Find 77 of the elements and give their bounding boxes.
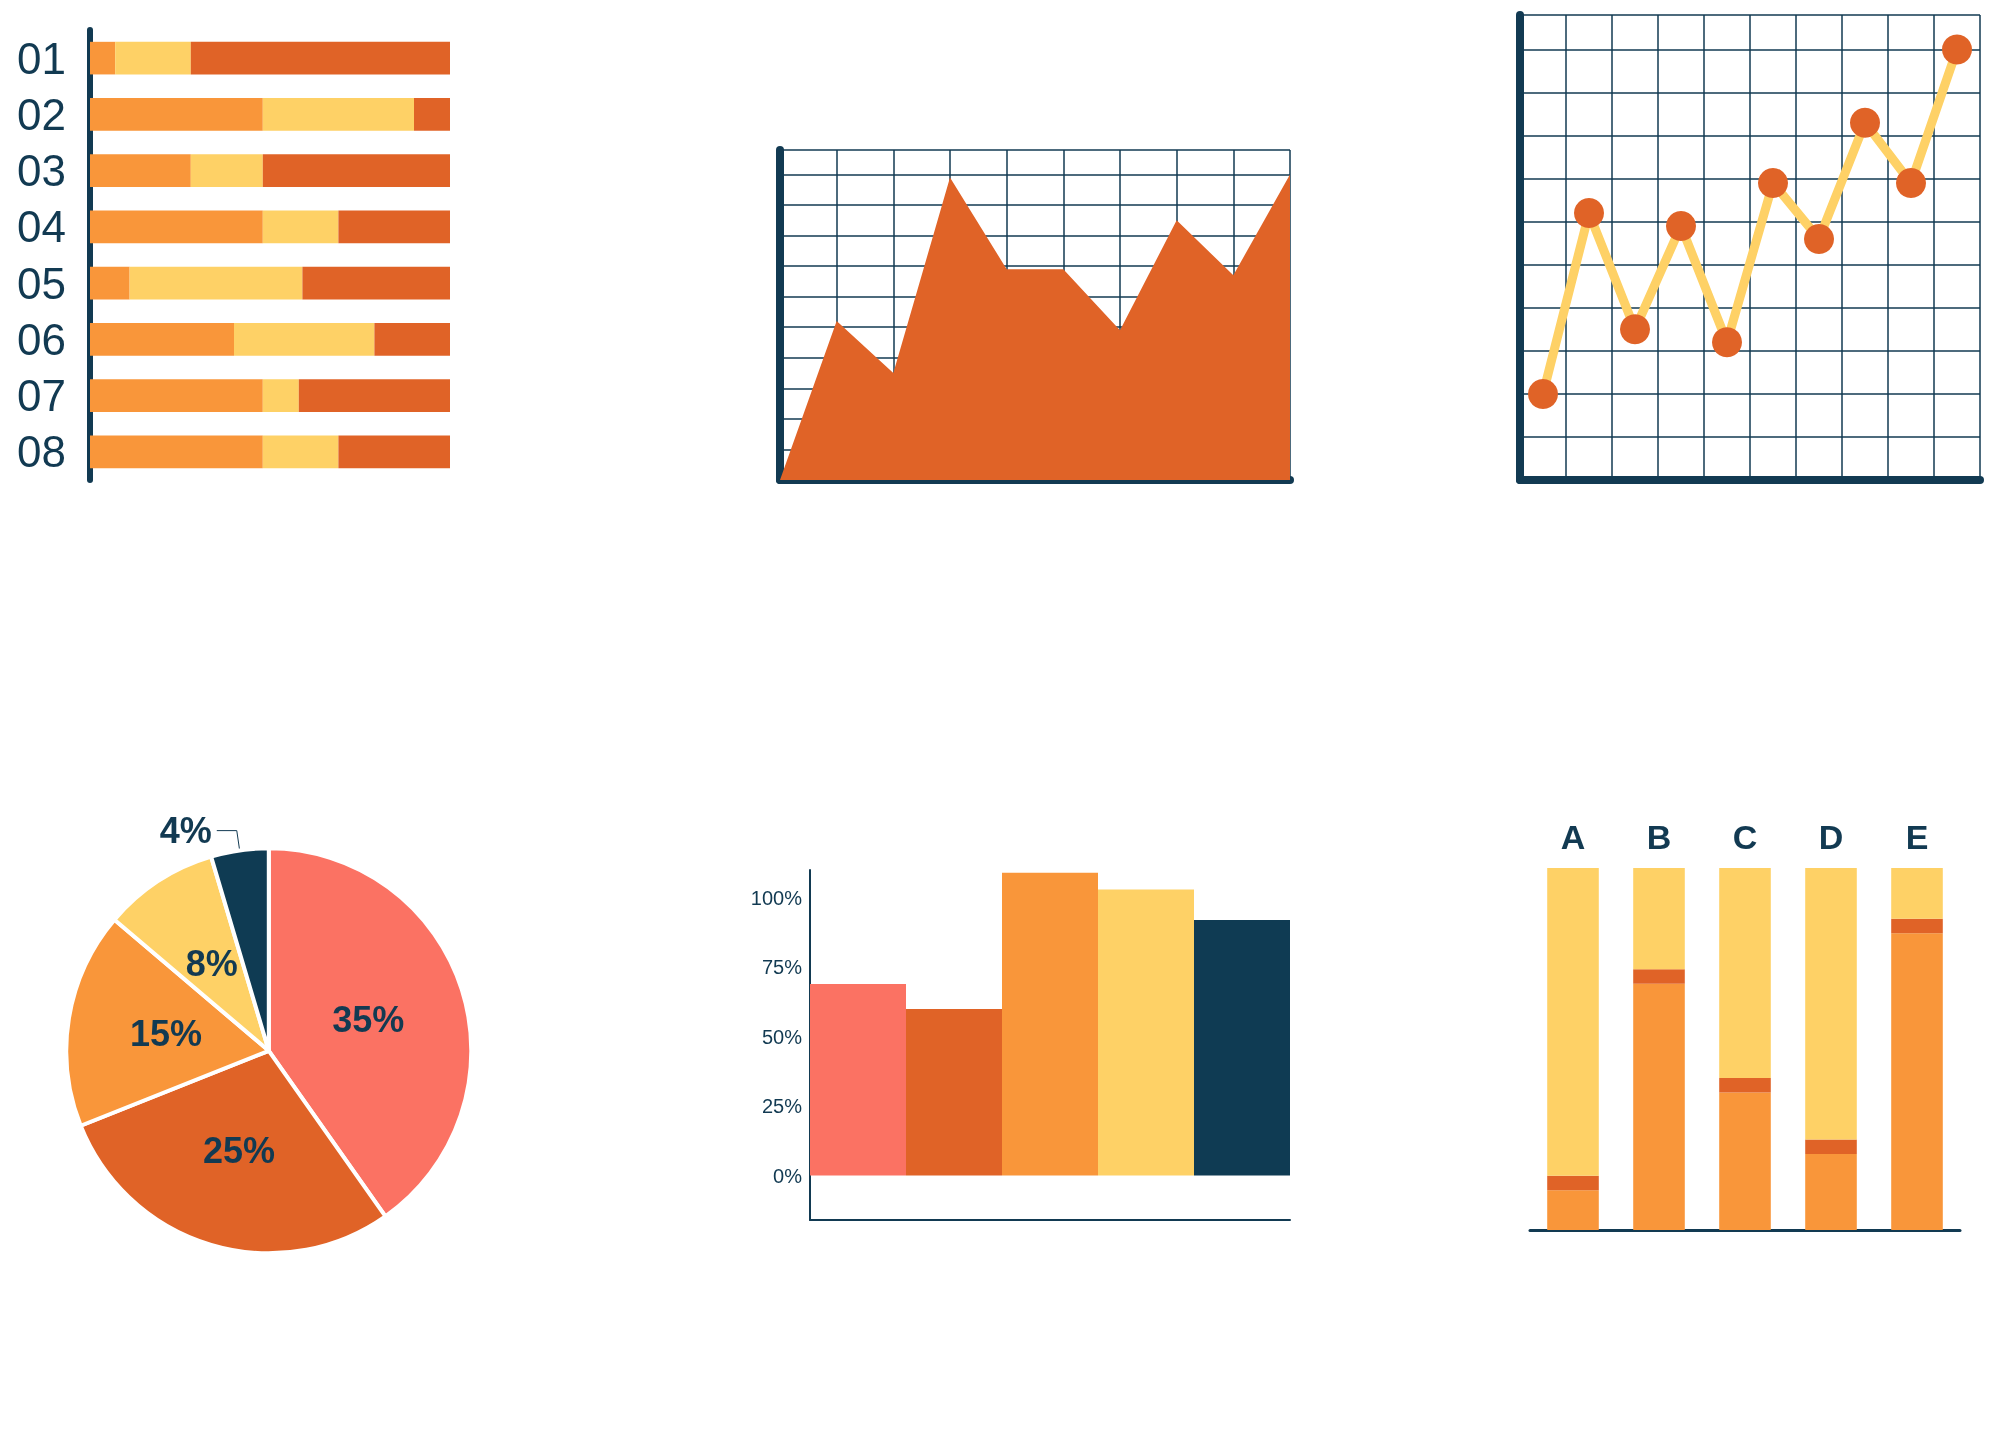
data-label: 15% xyxy=(129,1013,202,1055)
bar xyxy=(906,1008,1002,1176)
bar xyxy=(90,379,263,412)
bar xyxy=(1805,868,1857,1140)
bar xyxy=(90,266,130,300)
bar xyxy=(1805,1139,1857,1154)
bar xyxy=(1891,933,1943,1230)
bar xyxy=(1891,868,1943,919)
point xyxy=(1666,210,1696,241)
y-tick-label: 06 xyxy=(17,314,66,364)
point xyxy=(1850,107,1880,138)
x-tick-label: C xyxy=(1732,818,1758,856)
bar xyxy=(1805,1153,1857,1230)
y-tick-label: 01 xyxy=(17,33,66,83)
point xyxy=(1620,314,1650,345)
bar xyxy=(190,154,263,187)
bar xyxy=(115,41,191,75)
y-tick-label: 0% xyxy=(773,1164,803,1187)
bar xyxy=(414,98,450,131)
y-tick-label: 04 xyxy=(17,202,66,252)
bar xyxy=(302,266,450,300)
y-tick-label: 50% xyxy=(761,1025,803,1048)
bar xyxy=(234,323,375,356)
data-label: 35% xyxy=(332,998,405,1040)
bar xyxy=(1547,1190,1599,1230)
point xyxy=(1528,378,1558,409)
point xyxy=(1942,34,1972,65)
bar xyxy=(129,266,303,300)
point xyxy=(1804,223,1834,254)
bar xyxy=(90,98,263,131)
point xyxy=(1712,327,1742,358)
bar xyxy=(262,98,414,131)
y-tick-label: 25% xyxy=(761,1095,803,1118)
bar xyxy=(1633,868,1685,970)
y-tick-label: 05 xyxy=(17,258,66,308)
bar xyxy=(90,210,263,244)
bar xyxy=(1633,969,1685,984)
bar xyxy=(262,154,450,187)
x-tick-label: A xyxy=(1560,818,1586,856)
bar xyxy=(90,323,234,356)
bar xyxy=(1633,983,1685,1230)
bar xyxy=(90,435,263,469)
point xyxy=(1574,198,1604,229)
bar xyxy=(374,323,450,356)
data-label: 4% xyxy=(159,810,212,852)
bar xyxy=(1719,1077,1771,1093)
bar xyxy=(1194,920,1290,1176)
bar xyxy=(190,41,450,75)
x-tick-label: B xyxy=(1646,818,1672,856)
y-tick-label: 08 xyxy=(17,427,66,477)
x-tick-label: E xyxy=(1905,818,1929,856)
y-tick-label: 02 xyxy=(17,89,66,139)
bar xyxy=(810,983,906,1176)
point xyxy=(1758,167,1788,198)
bar xyxy=(338,435,450,469)
bar xyxy=(1002,872,1098,1176)
bar xyxy=(262,210,339,244)
bar xyxy=(1891,918,1943,934)
y-tick-label: 100% xyxy=(750,886,803,909)
bar xyxy=(1719,868,1771,1078)
bar xyxy=(1547,1175,1599,1191)
bar xyxy=(1547,868,1599,1176)
bar xyxy=(90,154,191,187)
y-tick-label: 03 xyxy=(17,146,66,196)
x-tick-label: D xyxy=(1818,818,1844,856)
bar xyxy=(262,435,339,469)
bar xyxy=(262,379,299,412)
bar xyxy=(1098,889,1194,1176)
data-label: 8% xyxy=(185,942,238,984)
bar xyxy=(338,210,450,244)
y-tick-label: 07 xyxy=(17,371,66,421)
y-tick-label: 75% xyxy=(761,956,803,979)
data-label: 25% xyxy=(203,1130,276,1172)
bar xyxy=(90,41,116,75)
point xyxy=(1896,167,1926,198)
bar xyxy=(298,379,450,412)
bar xyxy=(1719,1092,1771,1230)
